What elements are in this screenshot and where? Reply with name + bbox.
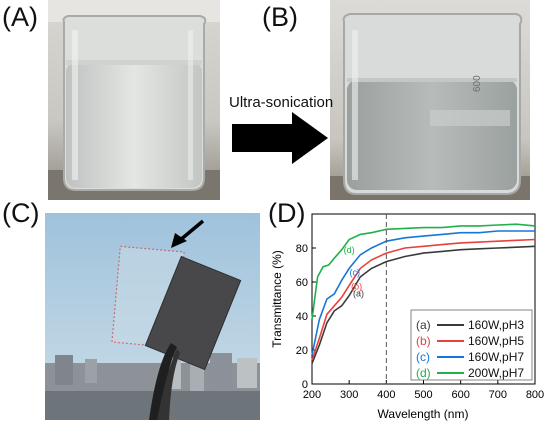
- film-sample-photo: [45, 213, 260, 420]
- beaker-scale-text: 600: [472, 75, 483, 92]
- beaker-photo-cloudy: [48, 0, 220, 200]
- y-tick-label: 80: [296, 243, 308, 255]
- x-tick-label: 700: [489, 389, 507, 401]
- x-tick-label: 600: [451, 389, 469, 401]
- x-axis-label: Wavelength (nm): [378, 407, 469, 421]
- series-tag-a: (a): [353, 289, 364, 299]
- x-tick-label: 800: [526, 389, 544, 401]
- ultrasonication-label: Ultra-sonication: [229, 94, 334, 111]
- x-tick-label: 300: [340, 389, 358, 401]
- legend-box: [410, 309, 533, 381]
- series-tag-d: (d): [344, 245, 355, 255]
- series-line-a: [311, 245, 536, 364]
- right-arrow-icon: [232, 112, 328, 164]
- x-tick-label: 200: [303, 389, 321, 401]
- legend-label-b: 160W,pH5: [468, 334, 524, 348]
- panel-label-c: (C): [2, 198, 40, 228]
- y-axis-label: Transmittance (%): [270, 250, 284, 348]
- legend-label-d: 200W,pH7: [468, 366, 524, 380]
- legend-label-a: 160W,pH3: [468, 318, 524, 332]
- legend-tag-b: (b): [416, 334, 431, 348]
- legend-tag-d: (d): [416, 366, 431, 380]
- legend-label-c: 160W,pH7: [468, 350, 524, 364]
- x-tick-label: 500: [414, 389, 432, 401]
- x-tick-label: 400: [377, 389, 395, 401]
- y-tick-label: 60: [296, 277, 308, 289]
- series-tag-b: (b): [351, 281, 362, 291]
- y-tick-label: 40: [296, 311, 308, 323]
- y-tick-label: 0: [302, 379, 308, 391]
- series-tag-c: (c): [349, 267, 360, 277]
- y-tick-label: 20: [296, 345, 308, 357]
- series-line-b: [311, 238, 536, 361]
- beaker-photo-clear: 600: [330, 0, 530, 200]
- series-line-d: [311, 223, 536, 320]
- panel-label-d: (D): [268, 198, 306, 228]
- panel-label-a: (A): [2, 2, 38, 32]
- panel-label-b: (B): [262, 2, 298, 32]
- legend-tag-c: (c): [416, 350, 430, 364]
- legend-tag-a: (a): [416, 318, 431, 332]
